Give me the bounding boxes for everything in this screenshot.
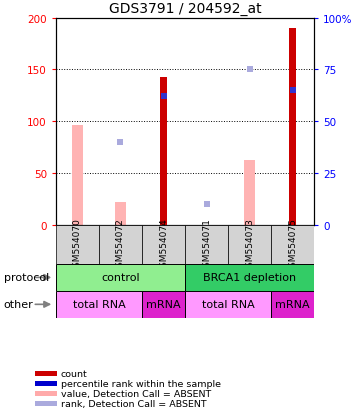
Text: total RNA: total RNA — [202, 299, 255, 310]
Text: total RNA: total RNA — [73, 299, 125, 310]
Bar — [72, 126, 83, 225]
Text: BRCA1 depletion: BRCA1 depletion — [203, 273, 296, 283]
Text: count: count — [61, 369, 87, 378]
Text: other: other — [4, 299, 33, 310]
Bar — [271, 291, 314, 318]
Text: value, Detection Call = ABSENT: value, Detection Call = ABSENT — [61, 389, 211, 398]
Bar — [115, 202, 126, 225]
Bar — [35, 401, 57, 406]
Bar — [271, 225, 314, 264]
Bar — [160, 78, 168, 225]
Bar — [185, 264, 314, 291]
Text: GSM554075: GSM554075 — [288, 217, 297, 272]
Text: GSM554071: GSM554071 — [202, 217, 211, 272]
Text: GSM554070: GSM554070 — [73, 217, 82, 272]
Bar — [56, 264, 185, 291]
Text: percentile rank within the sample: percentile rank within the sample — [61, 379, 221, 388]
Bar — [289, 29, 296, 225]
Bar — [185, 225, 228, 264]
Bar — [142, 291, 185, 318]
Bar — [99, 225, 142, 264]
Bar — [35, 391, 57, 396]
Bar — [35, 371, 57, 376]
Bar — [244, 161, 255, 225]
Text: GSM554074: GSM554074 — [159, 217, 168, 272]
Text: GSM554072: GSM554072 — [116, 217, 125, 272]
Bar — [56, 225, 99, 264]
Bar — [142, 225, 185, 264]
Text: mRNA: mRNA — [275, 299, 310, 310]
Title: GDS3791 / 204592_at: GDS3791 / 204592_at — [109, 2, 261, 16]
Bar — [35, 381, 57, 386]
Text: control: control — [101, 273, 140, 283]
Text: GSM554073: GSM554073 — [245, 217, 254, 272]
Text: protocol: protocol — [4, 273, 49, 283]
Bar — [228, 225, 271, 264]
Bar — [56, 291, 142, 318]
Text: mRNA: mRNA — [146, 299, 181, 310]
Bar — [185, 291, 271, 318]
Text: rank, Detection Call = ABSENT: rank, Detection Call = ABSENT — [61, 399, 206, 408]
